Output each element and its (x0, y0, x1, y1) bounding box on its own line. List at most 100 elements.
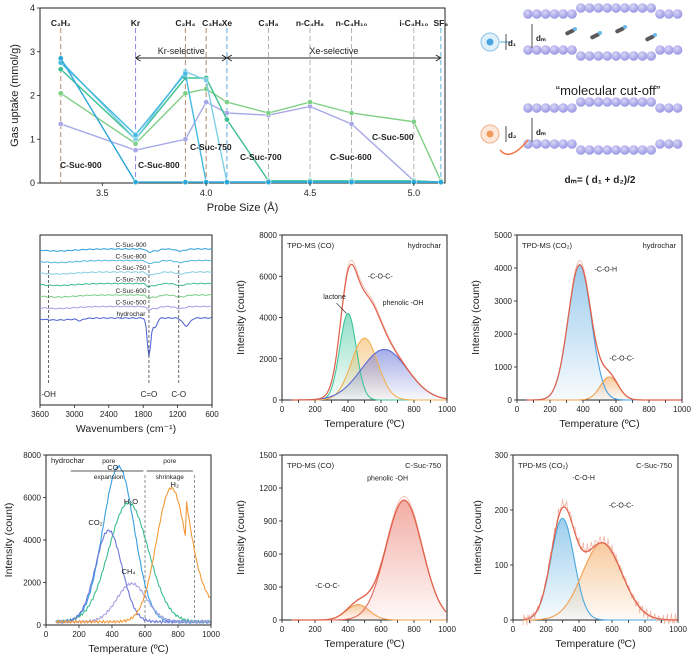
raw-signal-line (522, 498, 678, 626)
pore-wall-bead (576, 3, 586, 13)
pore-wall-bead (523, 139, 533, 149)
gas-evolution-line (55, 501, 211, 624)
y-tick-label: 5000 (494, 231, 512, 240)
pore-wall-bead (576, 97, 586, 107)
pore-wall-bead (549, 45, 560, 55)
ftir-trace (39, 248, 213, 253)
gas-label: i-C₄H₁₀ (399, 18, 428, 28)
pore-wall-bead (672, 139, 683, 149)
pore-wall-bead (540, 9, 551, 19)
x-tick-label: 0 (511, 625, 516, 634)
data-point (410, 118, 417, 125)
pore-wall-bead (655, 9, 665, 19)
pore-wall-bead (646, 3, 656, 13)
tpd-co-csuc750-chart: 0 200 400 600 800 1000 0 300 600 900 1200 1500 Tempe… (235, 451, 456, 650)
y-tick-label: 0 (508, 396, 513, 405)
pore-wall-bead (523, 9, 533, 19)
x-tick-label: 200 (72, 630, 86, 639)
data-point (132, 147, 139, 154)
gas-label: Kr (131, 18, 141, 28)
pore-wall-bead (567, 139, 577, 149)
phenolic-label: phenolic -OH (367, 475, 408, 482)
x-tick-label: 1000 (438, 625, 456, 634)
small-molecule-icon-core (486, 38, 494, 46)
x-axis-label: Temperature (ºC) (324, 638, 404, 650)
data-point (224, 179, 230, 185)
peak-component-line (526, 264, 682, 401)
x-tick-label: 600 (374, 405, 388, 414)
pore-wall-bead (611, 145, 621, 155)
anhydride-label: -C-O-C- (368, 273, 394, 280)
gas-molecule-icon (645, 34, 655, 42)
ftir-trace-label: C-Suc-800 (115, 254, 146, 261)
y-tick-label: 0 (30, 178, 35, 188)
fit-envelope-line (291, 263, 447, 401)
ftir-chart: C-Suc-900 C-Suc-800 C-Suc-750 C-Suc-700 C-Su… (31, 234, 219, 435)
y-tick-label: 4000 (494, 264, 512, 273)
pore-wall-bead (637, 51, 648, 61)
y-tick-label: 4000 (23, 536, 41, 545)
series-label: C-Suc-700 (240, 152, 282, 162)
gas-evolution-line (55, 464, 211, 625)
pore-wall-bead (646, 97, 656, 107)
dm-label-bottom: dₘ (536, 128, 546, 137)
y-tick-label: 0 (504, 616, 509, 625)
series-line (60, 68, 441, 183)
peak-fill (522, 543, 678, 620)
d2-label: d₂ (508, 131, 517, 140)
pore-wall-bead (620, 145, 630, 155)
gas-uptake-chart: C₂H₂ Kr C₂H₄ C₃H₆ Xe C₃H₈ n-C₄H₈ n-C₄H₁₀ i-C₄H₁₀… (9, 3, 448, 214)
ftir-trace (39, 317, 213, 357)
pore-wall-bead (540, 45, 551, 55)
data-point (182, 136, 189, 143)
x-tick-label: 1800 (134, 410, 152, 419)
data-point (57, 90, 64, 97)
pore-wall-bead (637, 145, 648, 155)
y-tick-label: 300 (495, 451, 509, 460)
x-tick-label: 4.0 (200, 188, 213, 198)
x-tick-label: 1000 (669, 625, 687, 634)
pore-wall-bead (611, 51, 621, 61)
ftir-trace-label: hydrochar (117, 311, 147, 318)
y-tick-label: 4 (30, 3, 35, 13)
x-tick-label: 1000 (673, 405, 691, 414)
gas-series-label: CO₂ (88, 518, 102, 527)
pore-wall-bead (549, 139, 560, 149)
x-tick-label: 0 (280, 625, 285, 634)
kr-region-label: Kr-selective (158, 46, 205, 56)
fit-envelope-line (522, 506, 678, 621)
sample-label: C-Suc-750 (636, 461, 672, 470)
molecular-cutoff-schematic: “molecular cut-off” dₘ= ( d₁ + d₂)/2 d₁ d… (480, 3, 683, 186)
pore-wall-bead (567, 45, 577, 55)
y-tick-label: 300 (264, 583, 278, 592)
peak-fill (526, 264, 682, 400)
gas-series-label: H₂O (124, 497, 138, 506)
ftir-trace (39, 259, 213, 265)
anhydride-label: -C-O-C- (315, 583, 341, 590)
x-tick-label: 600 (205, 410, 219, 419)
pore-wall-bead (611, 3, 621, 13)
x-tick-label: 200 (543, 405, 557, 414)
pore-wall-bead (655, 45, 665, 55)
sample-label: C-Suc-750 (405, 461, 441, 470)
data-point (265, 179, 272, 185)
fit-envelope-line (526, 264, 682, 401)
expansion-label-top: pore (102, 458, 115, 465)
ftir-trace (39, 294, 213, 300)
x-axis-label: Temperature (ºC) (555, 638, 635, 650)
gas-series-label: CH₄ (122, 567, 136, 576)
ftir-trace-label: C-Suc-900 (115, 242, 146, 249)
pore-wall-bead (584, 145, 595, 155)
ftir-trace (39, 282, 213, 288)
data-point (132, 179, 139, 185)
y-tick-label: 4000 (259, 314, 277, 323)
x-tick-label: 0 (515, 405, 520, 414)
pore-wall-bead (628, 51, 639, 61)
shrinkage-label-top: pore (163, 458, 176, 465)
phenolic-label: phenolic -OH (383, 300, 424, 307)
tpd-co2-hydrochar-chart: 0 200 400 600 800 1000 0 1000 2000 3000 4000 5000 Te… (470, 231, 691, 430)
pore-wall-bead (549, 103, 560, 113)
peak-fill (291, 500, 447, 620)
pore-wall-bead (655, 103, 665, 113)
y-tick-label: 3 (30, 47, 35, 57)
